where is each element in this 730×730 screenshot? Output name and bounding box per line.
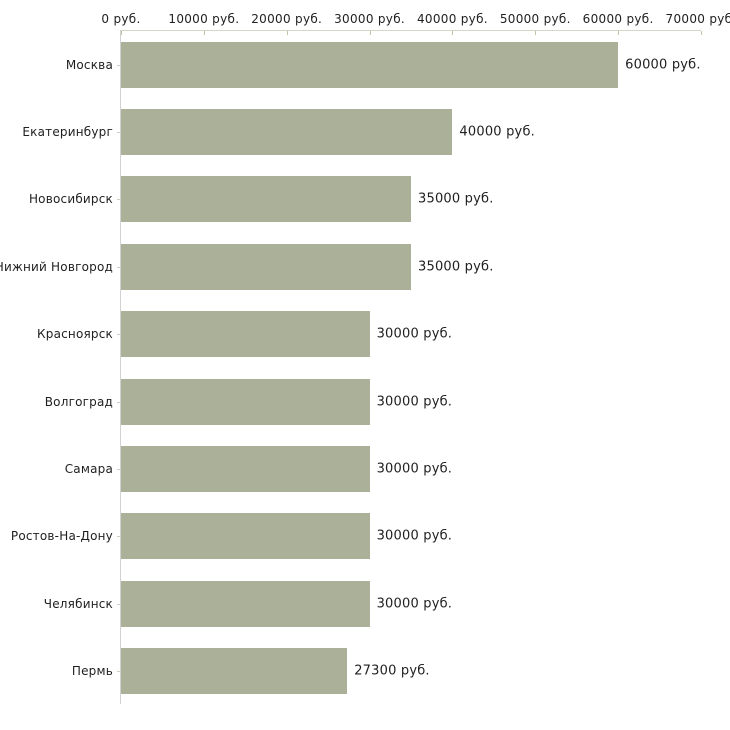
category-label: Новосибирск [28, 192, 113, 207]
value-label: 30000 руб. [376, 394, 453, 410]
category-tick-mark [117, 401, 121, 403]
bar [121, 580, 370, 627]
bar-row: Москва 60000 руб. [66, 31, 701, 98]
x-axis-tick-label: 60000 руб. [582, 12, 654, 26]
bar [121, 513, 370, 560]
bar [121, 648, 348, 695]
category-label: Москва [65, 57, 113, 72]
value-label: 30000 руб. [376, 528, 453, 544]
value-label: 30000 руб. [376, 596, 453, 612]
bar [121, 243, 411, 290]
category-label: Самара [64, 462, 113, 477]
x-axis-line [120, 30, 701, 31]
bar-row: Екатеринбург 40000 руб. [22, 98, 701, 165]
x-axis-tick-label: 0 руб. [101, 12, 141, 26]
bar-row: Пермь 27300 руб. [72, 638, 701, 705]
value-label: 30000 руб. [376, 461, 453, 477]
bar-row: Волгоград 30000 руб. [45, 368, 701, 435]
category-label: Пермь [71, 664, 113, 679]
x-axis-tick-label: 20000 руб. [251, 12, 323, 26]
value-label: 30000 руб. [376, 326, 453, 342]
category-tick-mark [117, 266, 121, 268]
x-axis-tick-mark [203, 31, 205, 35]
value-label: 60000 руб. [625, 57, 701, 73]
category-tick-mark [117, 603, 121, 605]
category-label: Красноярск [37, 327, 113, 342]
category-tick-mark [117, 334, 121, 336]
x-axis-tick-mark [452, 31, 454, 35]
bar [121, 378, 370, 425]
bar-row: Новосибирск 35000 руб. [29, 166, 701, 233]
x-axis-tick-mark [286, 31, 288, 35]
bar [121, 108, 453, 155]
x-axis-tick-label: 30000 руб. [334, 12, 406, 26]
category-label: Екатеринбург [22, 125, 113, 140]
category-label: Волгоград [44, 394, 113, 409]
x-axis-tick-label: 70000 руб. [665, 12, 730, 26]
x-axis-tick-mark [535, 31, 537, 35]
plot-area: Москва 60000 руб. Екатеринбург 40000 руб. Но… [0, 31, 701, 705]
bar-row: Челябинск 30000 руб. [44, 570, 701, 637]
category-tick-mark [117, 132, 121, 134]
bar-row: Ростов-На-Дону 30000 руб. [11, 503, 701, 570]
y-axis-line [120, 30, 121, 704]
x-axis-tick-label: 40000 руб. [416, 12, 488, 26]
value-label: 27300 руб. [354, 663, 430, 679]
value-label: 40000 руб. [459, 124, 536, 140]
bar-row: Нижний Новгород 35000 руб. [0, 233, 701, 300]
category-tick-mark [117, 199, 121, 201]
x-axis-tick-mark [369, 31, 371, 35]
value-label: 35000 руб. [418, 191, 494, 207]
bar [121, 41, 619, 88]
x-axis-tick-mark [121, 31, 122, 35]
x-axis-tick-mark [618, 31, 620, 35]
x-axis-tick-mark [701, 31, 702, 35]
category-label: Нижний Новгород [0, 259, 113, 274]
x-axis-tick-label: 10000 руб. [168, 12, 240, 26]
bar [121, 176, 411, 223]
bar-row: Самара 30000 руб. [65, 435, 701, 502]
category-tick-mark [117, 536, 121, 538]
category-tick-mark [117, 469, 121, 471]
bar [121, 445, 370, 492]
category-tick-mark [117, 64, 121, 66]
x-axis-tick-label: 50000 руб. [499, 12, 571, 26]
category-tick-mark [117, 671, 121, 673]
value-label: 35000 руб. [418, 259, 494, 275]
bar-row: Красноярск 30000 руб. [37, 301, 701, 368]
category-label: Ростов-На-Дону [10, 529, 113, 544]
bar [121, 311, 370, 358]
category-label: Челябинск [43, 596, 113, 611]
